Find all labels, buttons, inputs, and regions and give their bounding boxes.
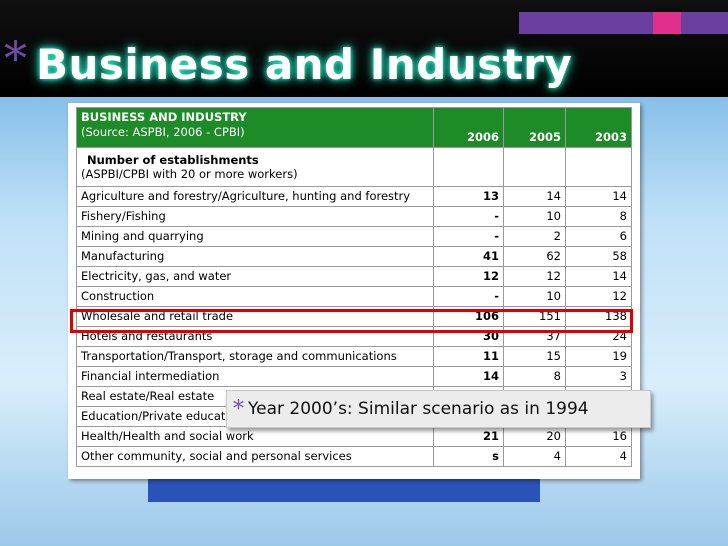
table-row: Agriculture and forestry/Agriculture, hu… [76,186,632,207]
value-2003: 3 [565,366,632,387]
value-2006: - [433,206,504,227]
value-2006: - [433,226,504,247]
value-2005: 8 [503,366,566,387]
title-bar [0,0,728,97]
row-label: Other community, social and personal ser… [76,446,434,467]
value-2006: 13 [433,186,504,207]
year-header-2006: 2006 [433,107,504,148]
table-row: Construction -10 12 [76,286,632,307]
value-2003: 4 [565,446,632,467]
table-row: Health/Health and social work 21 20 16 [76,426,632,447]
value-2006: 41 [433,246,504,267]
table-header-line1: BUSINESS AND INDUSTRY [81,110,247,124]
value-2006: 12 [433,266,504,287]
row-label: Transportation/Transport, storage and co… [76,346,434,367]
table-header-title: BUSINESS AND INDUSTRY (Source: ASPBI, 20… [76,107,434,148]
accent-swatch-pink [653,12,681,34]
row-label: Financial intermediation [76,366,434,387]
value-2003: 8 [565,206,632,227]
table-row: Transportation/Transport, storage and co… [76,346,632,367]
row-label: Manufacturing [76,246,434,267]
value-2005: 62 [503,246,566,267]
year-header-2005: 2005 [503,107,566,148]
table-header-line2: (Source: ASPBI, 2006 - CPBI) [81,125,245,139]
title-bullet: * [4,31,27,85]
table-subheader: Number of establishments (ASPBI/CPBI wit… [76,147,434,187]
subheader-line2: (ASPBI/CPBI with 20 or more workers) [81,167,298,181]
table-row: Manufacturing 41 62 58 [76,246,632,267]
table-row: Fishery/Fishing -10 8 [76,206,632,227]
row-label: Electricity, gas, and water [76,266,434,287]
callout-box: * Year 2000’s: Similar scenario as in 19… [226,390,651,428]
row-label: Agriculture and forestry/Agriculture, hu… [76,186,434,207]
value-2005: 15 [503,346,566,367]
table-row: Electricity, gas, and water 12 12 14 [76,266,632,287]
value-2005: 10 [503,206,566,227]
table-row: Mining and quarrying -2 6 [76,226,632,247]
subheader-blank-cell [433,147,504,187]
value-2003: 12 [565,286,632,307]
callout-text: Year 2000’s: Similar scenario as in 1994 [248,399,589,419]
value-2005: 20 [503,426,566,447]
accent-swatch-purple-right [681,12,728,34]
value-2006: - [433,286,504,307]
value-2005: 14 [503,186,566,207]
year-header-2003: 2003 [565,107,632,148]
value-2003: 14 [565,186,632,207]
row-label: Health/Health and social work [76,426,434,447]
row-label: Construction [76,286,434,307]
table-row: Financial intermediation 14 8 3 [76,366,632,387]
value-2005: 4 [503,446,566,467]
value-2006: 21 [433,426,504,447]
value-2003: 58 [565,246,632,267]
subheader-blank-cell [503,147,566,187]
value-2003: 6 [565,226,632,247]
value-2005: 12 [503,266,566,287]
accent-swatch-purple [519,12,653,34]
table-subheader-row: Number of establishments (ASPBI/CPBI wit… [76,147,632,187]
highlight-box [70,309,633,333]
table-header-row: BUSINESS AND INDUSTRY (Source: ASPBI, 20… [76,107,632,148]
value-2003: 19 [565,346,632,367]
value-2006: 11 [433,346,504,367]
value-2006: s [433,446,504,467]
row-label: Mining and quarrying [76,226,434,247]
subheader-line1: Number of establishments [87,153,259,167]
value-2005: 2 [503,226,566,247]
subheader-blank-cell [565,147,632,187]
table-row: Other community, social and personal ser… [76,446,632,467]
slide-title: Business and Industry [36,40,573,89]
value-2003: 14 [565,266,632,287]
value-2005: 10 [503,286,566,307]
row-label: Fishery/Fishing [76,206,434,227]
value-2003: 16 [565,426,632,447]
callout-bullet: * [233,396,244,422]
value-2006: 14 [433,366,504,387]
